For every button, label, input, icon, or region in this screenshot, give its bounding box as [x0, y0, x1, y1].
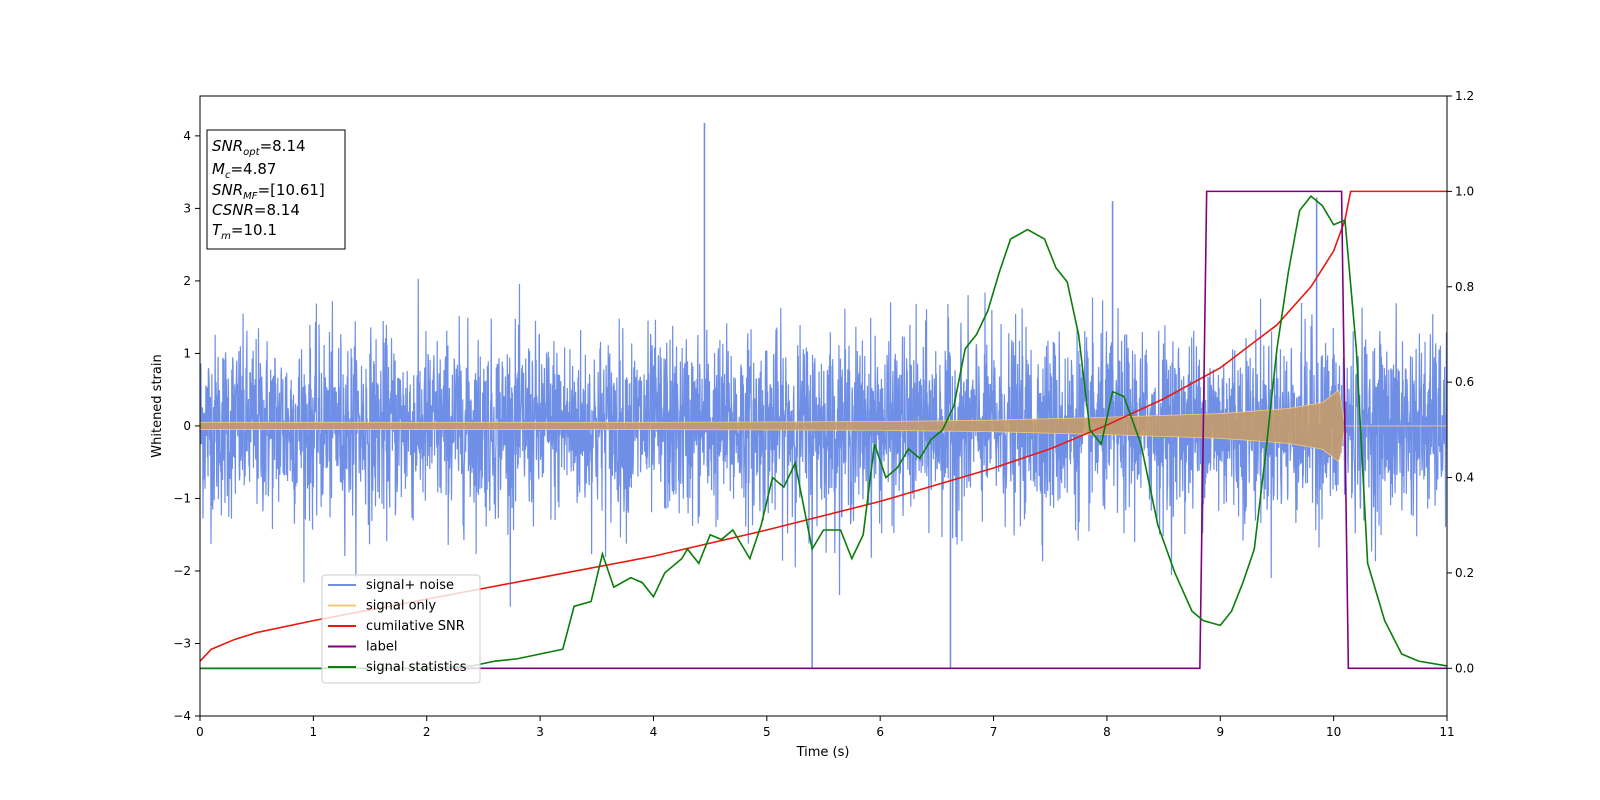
annotation-line: SNRMF=[10.61]: [212, 181, 325, 202]
y2-tick-label: 0.2: [1455, 566, 1474, 580]
annotation-line: Mc=4.87: [212, 160, 276, 181]
x-tick-label: 9: [1216, 725, 1224, 739]
y-tick-label: −2: [173, 564, 191, 578]
y-tick-label: 3: [183, 201, 191, 215]
plot-frame: [199, 95, 1448, 717]
y-tick-label: −4: [173, 709, 191, 723]
y-tick-label: 0: [183, 419, 191, 433]
y2-tick-label: 1.0: [1455, 184, 1474, 198]
legend-label: label: [366, 640, 397, 655]
x-tick-label: 6: [876, 725, 884, 739]
y-axis-label: Whitened strain: [150, 354, 165, 457]
annotation-line: SNRopt=8.14: [212, 137, 306, 158]
label-line: [200, 190, 1447, 670]
annotation-box: SNRopt=8.14Mc=4.87SNRMF=[10.61]CSNR=8.14…: [206, 129, 346, 250]
y-tick-label: 1: [183, 346, 191, 360]
legend-label: signal only: [366, 599, 436, 614]
x-tick-label: 1: [310, 725, 318, 739]
signal-noise-line: [200, 278, 1447, 607]
x-tick-label: 3: [536, 725, 544, 739]
signal-only-band: [200, 389, 1447, 463]
y-tick-label: −1: [173, 491, 191, 505]
y2-tick-label: 0.0: [1455, 661, 1474, 675]
plot-area: 0 1 2 3 4 5 6 7 8 9 10 11 −4 −3 −2 −1 0 1 2 3 4 0.0 0.2 0.4 0.6 0…: [173, 89, 1474, 739]
y-tick-label: 4: [183, 129, 191, 143]
legend: signal+ noise signal only cumilative SNR la…: [321, 574, 481, 684]
y2-tick-label: 1.2: [1455, 89, 1474, 103]
x-tick-label: 11: [1439, 725, 1454, 739]
x-tick-label: 4: [650, 725, 658, 739]
y-tick-label: −3: [173, 636, 191, 650]
y2-tick-label: 0.4: [1455, 471, 1474, 485]
legend-label: signal+ noise: [366, 578, 454, 593]
x-axis-label: Time (s): [796, 745, 850, 760]
y2-tick-label: 0.6: [1455, 375, 1474, 389]
signal-statistics-line: [200, 195, 1447, 670]
x-tick-label: 7: [990, 725, 998, 739]
x-tick-label: 10: [1326, 725, 1341, 739]
x-tick-label: 2: [423, 725, 431, 739]
annotation-line: Tm=10.1: [212, 221, 277, 242]
annotation-line: CSNR=8.14: [212, 201, 300, 219]
x-tick-label: 8: [1103, 725, 1111, 739]
legend-label: cumilative SNR: [366, 619, 465, 634]
cumilative-snr-line: [200, 190, 1447, 662]
y-tick-label: 2: [183, 274, 191, 288]
x-tick-label: 0: [196, 725, 204, 739]
x-tick-label: 5: [763, 725, 771, 739]
y2-tick-label: 0.8: [1455, 280, 1474, 294]
legend-label: signal statistics: [366, 660, 467, 675]
